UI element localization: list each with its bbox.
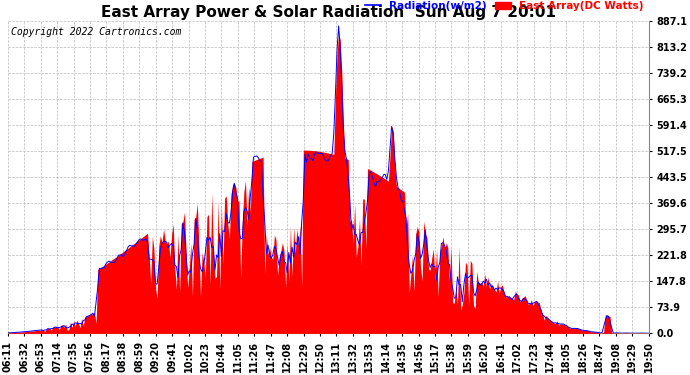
Text: Copyright 2022 Cartronics.com: Copyright 2022 Cartronics.com (11, 27, 181, 37)
Legend: Radiation(w/m2), East Array(DC Watts): Radiation(w/m2), East Array(DC Watts) (365, 1, 643, 11)
Title: East Array Power & Solar Radiation  Sun Aug 7 20:01: East Array Power & Solar Radiation Sun A… (101, 4, 555, 20)
